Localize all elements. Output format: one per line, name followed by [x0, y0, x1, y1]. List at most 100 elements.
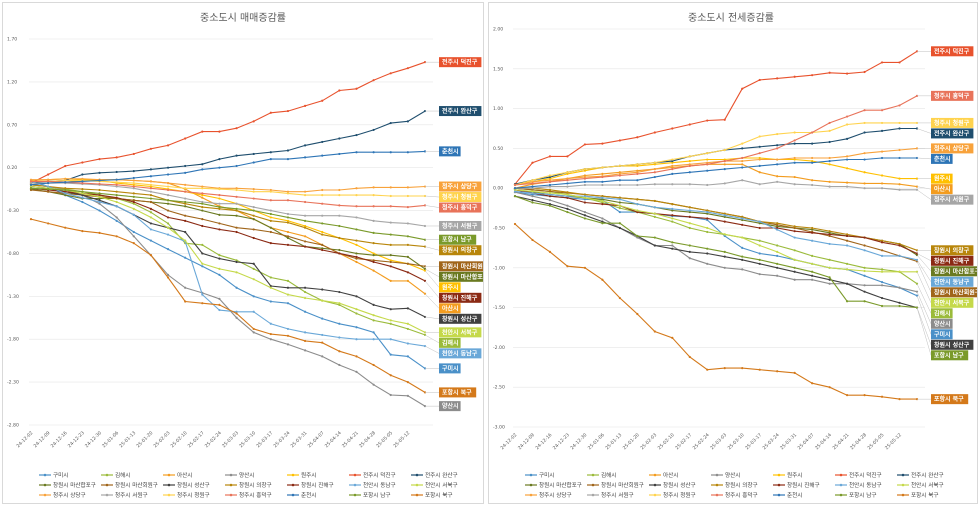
data-point — [372, 205, 375, 208]
legend-label: 전주시 완산구 — [911, 471, 944, 479]
y-tick-label: 0.20 — [7, 165, 17, 171]
data-point — [303, 156, 307, 159]
legend-item[interactable]: 원주시 — [773, 471, 802, 479]
data-point — [601, 203, 604, 206]
legend-item[interactable]: 창원시 진해구 — [773, 481, 820, 489]
data-point — [269, 199, 272, 202]
legend-item[interactable]: 천안시 동남구 — [835, 481, 882, 489]
data-point — [98, 200, 101, 204]
legend-item[interactable]: 구미시 — [525, 471, 554, 479]
data-point — [636, 169, 639, 172]
legend-item[interactable]: 천안시 서북구 — [411, 481, 458, 489]
legend-item[interactable]: 창원시 마산합포구 — [525, 481, 582, 489]
series-12 — [29, 180, 427, 348]
data-point — [863, 284, 866, 287]
data-point — [235, 214, 238, 217]
legend-item[interactable]: 창원시 진해구 — [287, 481, 334, 489]
data-point — [566, 207, 569, 210]
legend-item[interactable]: 양산시 — [225, 471, 254, 479]
legend-item[interactable]: 춘천시 — [287, 491, 316, 499]
legend-item[interactable]: 청주시 청원구 — [649, 491, 696, 499]
legend-item[interactable]: 창원시 마산합포구 — [39, 481, 96, 489]
legend-item[interactable]: 춘천시 — [773, 491, 802, 499]
legend-item[interactable]: 양산시 — [711, 471, 740, 479]
legend-item[interactable]: 청주시 흥덕구 — [711, 491, 758, 499]
legend-item[interactable]: 전주시 덕진구 — [835, 471, 882, 479]
data-point — [811, 274, 814, 277]
legend-label: 양산시 — [725, 471, 740, 479]
legend-item[interactable]: 창원시 의창구 — [225, 481, 272, 489]
data-point — [688, 183, 691, 186]
data-point — [321, 154, 324, 157]
data-point — [218, 213, 221, 216]
legend-item[interactable]: 포항시 남구 — [835, 491, 877, 499]
legend-item[interactable]: 김해시 — [101, 471, 130, 479]
data-point — [636, 236, 639, 239]
data-point — [81, 194, 84, 197]
legend-item[interactable]: 천안시 동남구 — [349, 481, 396, 489]
data-point — [828, 71, 831, 74]
data-point — [880, 270, 884, 273]
data-point — [355, 255, 358, 258]
data-point — [776, 226, 779, 230]
data-point — [601, 217, 604, 220]
legend-item[interactable]: 포항시 북구 — [897, 491, 939, 499]
legend-item[interactable]: 청주시 상당구 — [525, 491, 572, 499]
legend-item[interactable]: 전주시 덕진구 — [349, 471, 396, 479]
y-tick-label: -1.30 — [7, 294, 19, 300]
legend-item[interactable]: 청주시 서원구 — [587, 491, 634, 499]
data-point — [531, 182, 534, 185]
data-point — [218, 273, 221, 276]
data-point — [811, 228, 814, 231]
data-point — [115, 156, 118, 159]
legend-item[interactable]: 창원시 마산회원구 — [587, 481, 644, 489]
data-point — [583, 214, 587, 217]
data-point — [389, 221, 392, 224]
legend-marker — [839, 483, 843, 487]
legend-item[interactable]: 포항시 남구 — [349, 491, 391, 499]
legend-item[interactable]: 창원시 성산구 — [163, 481, 210, 489]
legend-item[interactable]: 청주시 흥덕구 — [225, 491, 272, 499]
legend-item[interactable]: 아산시 — [163, 471, 192, 479]
end-label-box — [439, 292, 482, 303]
data-point — [338, 290, 341, 294]
data-point — [758, 164, 761, 168]
legend-item[interactable]: 전주시 완산구 — [897, 471, 944, 479]
data-point — [793, 266, 796, 269]
legend-item[interactable]: 창원시 성산구 — [649, 481, 696, 489]
legend-item[interactable]: 창원시 의창구 — [711, 481, 758, 489]
data-point — [389, 72, 392, 75]
legend-item[interactable]: 천안시 서북구 — [897, 481, 944, 489]
data-point — [741, 236, 744, 239]
data-point — [355, 205, 358, 208]
leader-line — [424, 280, 440, 298]
legend-item[interactable]: 원주시 — [287, 471, 316, 479]
legend-item[interactable]: 포항시 북구 — [411, 491, 453, 499]
data-point — [338, 188, 341, 192]
legend-item[interactable]: 청주시 서원구 — [101, 491, 148, 499]
legend-item[interactable]: 청주시 청원구 — [163, 491, 210, 499]
x-tick-label: 25-01-13 — [118, 430, 137, 449]
legend-item[interactable]: 김해시 — [587, 471, 616, 479]
data-point — [184, 256, 187, 259]
data-point — [880, 187, 884, 190]
legend-item[interactable]: 전주시 완산구 — [411, 471, 458, 479]
data-point — [723, 234, 726, 238]
legend-item[interactable]: 구미시 — [39, 471, 68, 479]
data-point — [218, 207, 221, 210]
legend-item[interactable]: 아산시 — [649, 471, 678, 479]
end-label: 포항시 남구 — [934, 351, 964, 359]
legend-item[interactable]: 창원시 마산회원구 — [101, 481, 158, 489]
data-point — [115, 200, 118, 204]
end-label-box — [931, 245, 974, 256]
legend-item[interactable]: 청주시 상당구 — [39, 491, 86, 499]
data-point — [29, 218, 33, 221]
chart-panel-sale: 중소도시 매매증감률 1.70 1.20 0.70 0.20 -0.30 -0.80 -1.3… — [2, 2, 492, 504]
data-point — [688, 206, 691, 209]
data-point — [64, 190, 67, 193]
data-point — [149, 185, 153, 188]
data-point — [845, 300, 849, 303]
data-point — [793, 258, 796, 261]
data-point — [793, 371, 796, 374]
data-point — [338, 248, 341, 252]
